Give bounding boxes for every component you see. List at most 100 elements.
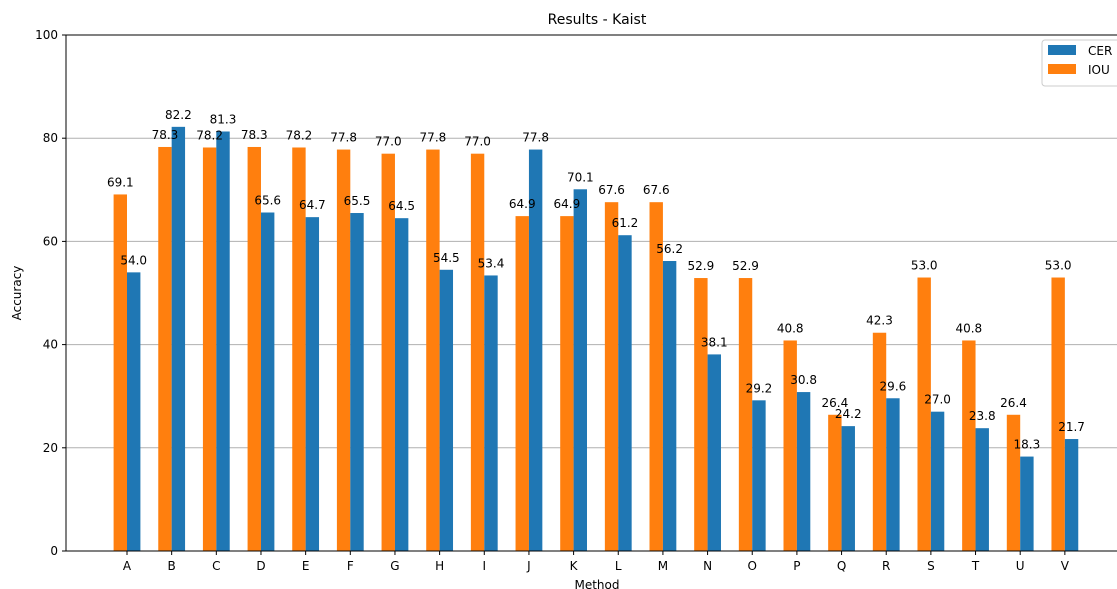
data-label-iou: 40.8 [955, 321, 982, 335]
data-label-iou: 69.1 [107, 175, 134, 189]
bar-iou [828, 414, 842, 551]
bar-iou [872, 332, 887, 551]
x-tick-label: A [123, 559, 132, 573]
bar-cer [930, 411, 945, 551]
data-label-iou: 78.2 [196, 128, 223, 142]
x-tick-label: M [658, 559, 668, 573]
data-label-iou: 64.9 [509, 197, 536, 211]
legend-swatch-iou [1048, 64, 1076, 74]
bar-cer [484, 275, 498, 551]
plot-frame [65, 34, 1117, 552]
data-label-cer: 65.5 [344, 194, 371, 208]
bar-iou [783, 340, 797, 551]
x-tick-label: Q [837, 559, 846, 573]
data-label-iou: 53.0 [911, 259, 938, 273]
y-tick-label: 0 [50, 544, 58, 558]
bar-iou [694, 278, 708, 551]
x-tick-label: H [435, 559, 444, 573]
legend-swatch-cer [1048, 45, 1076, 55]
x-tick-label: L [615, 559, 622, 573]
x-tick-label: D [256, 559, 265, 573]
x-tick-label: S [927, 559, 935, 573]
bars [113, 126, 1079, 552]
data-label-cer: 64.5 [388, 199, 415, 213]
x-axis: A B C D E F G H I J K L M N O P Q R S T U V [123, 551, 1070, 573]
data-label-cer: 23.8 [969, 409, 996, 423]
bar-cer [305, 217, 320, 551]
data-label-cer: 18.3 [1014, 438, 1041, 452]
x-tick-label: B [168, 559, 176, 573]
data-label-cer: 27.0 [924, 393, 951, 407]
bar-cer [127, 272, 141, 551]
data-label-cer: 81.3 [210, 112, 237, 126]
y-tick-label: 100 [35, 28, 58, 42]
data-label-iou: 42.3 [866, 314, 893, 328]
bar-iou [962, 340, 976, 551]
data-label-cer: 29.6 [880, 379, 907, 393]
bar-cer [260, 212, 275, 551]
bar-iou [113, 194, 127, 551]
x-tick-label: K [570, 559, 579, 573]
y-tick-label: 40 [43, 338, 58, 352]
data-label-cer: 21.7 [1058, 420, 1085, 434]
bar-cer [841, 426, 855, 551]
y-axis: 0 20 40 60 80 100 [35, 28, 66, 558]
data-label-iou: 26.4 [1000, 396, 1027, 410]
bar-iou [336, 149, 351, 551]
bar-iou [202, 147, 217, 551]
data-label-iou: 78.2 [286, 128, 313, 142]
x-tick-label: I [483, 559, 487, 573]
data-label-cer: 82.2 [165, 108, 192, 122]
bar-iou [515, 216, 529, 551]
legend-label-iou: IOU [1088, 63, 1110, 77]
data-label-iou: 40.8 [777, 321, 804, 335]
bar-iou [649, 202, 663, 551]
bar-iou [292, 147, 306, 551]
bar-cer [394, 218, 409, 551]
bar-cer [350, 213, 364, 551]
y-tick-label: 80 [43, 131, 58, 145]
bar-cer [1064, 439, 1079, 551]
x-tick-label: V [1061, 559, 1070, 573]
grid-lines [66, 137, 1117, 449]
data-label-iou: 67.6 [643, 183, 670, 197]
bar-cer [573, 189, 587, 551]
bar-iou [158, 146, 172, 552]
data-label-iou: 26.4 [822, 396, 849, 410]
bar-cer [796, 392, 811, 551]
bar-iou [247, 146, 261, 552]
data-label-iou: 67.6 [598, 183, 625, 197]
bar-iou [738, 278, 753, 551]
x-tick-label: U [1016, 559, 1025, 573]
bar-iou [381, 153, 395, 551]
legend-label-cer: CER [1088, 44, 1112, 58]
data-label-iou: 53.0 [1045, 259, 1072, 273]
bar-cer [528, 149, 543, 551]
data-label-cer: 54.0 [120, 253, 147, 267]
x-axis-title: Method [574, 578, 619, 589]
y-tick-label: 20 [43, 441, 58, 455]
y-axis-title: Accuracy [10, 266, 24, 321]
bar-cer [752, 400, 766, 551]
x-tick-label: C [212, 559, 220, 573]
bar-iou [917, 277, 931, 551]
bar-cer [1020, 456, 1034, 551]
x-tick-label: O [748, 559, 757, 573]
x-tick-label: G [390, 559, 399, 573]
chart-title: Results - Kaist [548, 12, 647, 28]
data-label-iou: 77.0 [375, 135, 402, 149]
x-tick-label: N [703, 559, 712, 573]
bar-cer [618, 235, 632, 551]
bar-iou [560, 216, 574, 551]
data-label-iou: 78.3 [241, 128, 268, 142]
data-label-cer: 77.8 [522, 131, 549, 145]
x-tick-label: F [347, 559, 354, 573]
bar-cer [439, 269, 454, 551]
data-label-cer: 56.2 [656, 242, 683, 256]
bar-iou [1006, 414, 1021, 551]
x-tick-label: T [971, 559, 980, 573]
data-label-cer: 64.7 [299, 198, 326, 212]
legend: CER IOU [1041, 39, 1117, 87]
data-label-iou: 77.0 [464, 135, 491, 149]
